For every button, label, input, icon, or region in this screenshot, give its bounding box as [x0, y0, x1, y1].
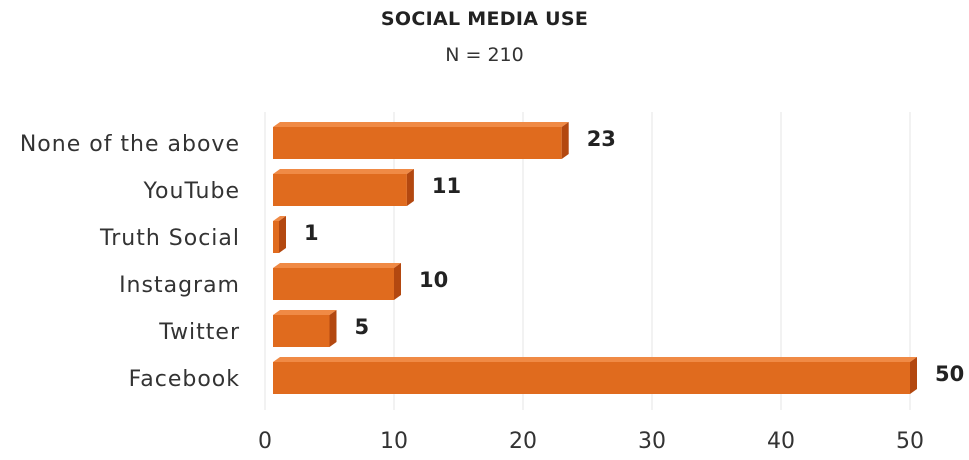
bar-side-face	[406, 169, 414, 206]
bar-group	[273, 169, 414, 206]
data-label: 10	[419, 268, 448, 292]
bars	[273, 122, 917, 394]
bar-side-face	[394, 263, 401, 300]
bar-top-face	[273, 310, 337, 315]
x-tick-label: 10	[380, 429, 408, 454]
bar-group	[273, 216, 286, 253]
bar	[273, 174, 407, 206]
labels: 0 10 20 30 40 50 None of the above 23 YouTube 11 T…	[20, 127, 964, 454]
category-label: Twitter	[158, 320, 240, 345]
x-tick-label: 0	[258, 429, 272, 454]
bar-top-face	[273, 169, 414, 174]
category-label: Instagram	[119, 273, 240, 298]
bar	[273, 315, 330, 347]
data-label: 23	[587, 127, 616, 151]
bar-top-face	[273, 216, 286, 221]
bar	[273, 127, 562, 159]
bar-group	[273, 357, 917, 394]
bar-side-face	[329, 310, 337, 347]
bar-group	[273, 122, 569, 159]
data-label: 50	[935, 362, 964, 386]
bar	[273, 362, 910, 394]
bar-top-face	[273, 357, 917, 362]
category-label: Facebook	[129, 367, 240, 392]
x-tick-label: 50	[896, 429, 924, 454]
x-tick-label: 40	[767, 429, 795, 454]
x-tick-label: 30	[638, 429, 666, 454]
data-label: 11	[432, 174, 461, 198]
chart-subtitle: N = 210	[445, 44, 524, 66]
bar	[273, 221, 279, 253]
bar-group	[273, 263, 401, 300]
bar-side-face	[561, 122, 569, 159]
chart-title: SOCIAL MEDIA USE	[380, 8, 589, 30]
category-label: YouTube	[143, 179, 240, 204]
data-label: 1	[304, 221, 319, 245]
category-label: Truth Social	[99, 226, 240, 251]
category-label: None of the above	[20, 132, 240, 157]
data-label: 5	[355, 315, 370, 339]
bar	[273, 268, 394, 300]
bar-top-face	[273, 122, 569, 127]
bar-side-face	[910, 357, 917, 394]
bar-group	[273, 310, 337, 347]
bar-top-face	[273, 263, 401, 268]
bar-side-face	[279, 216, 286, 253]
x-tick-label: 20	[509, 429, 537, 454]
